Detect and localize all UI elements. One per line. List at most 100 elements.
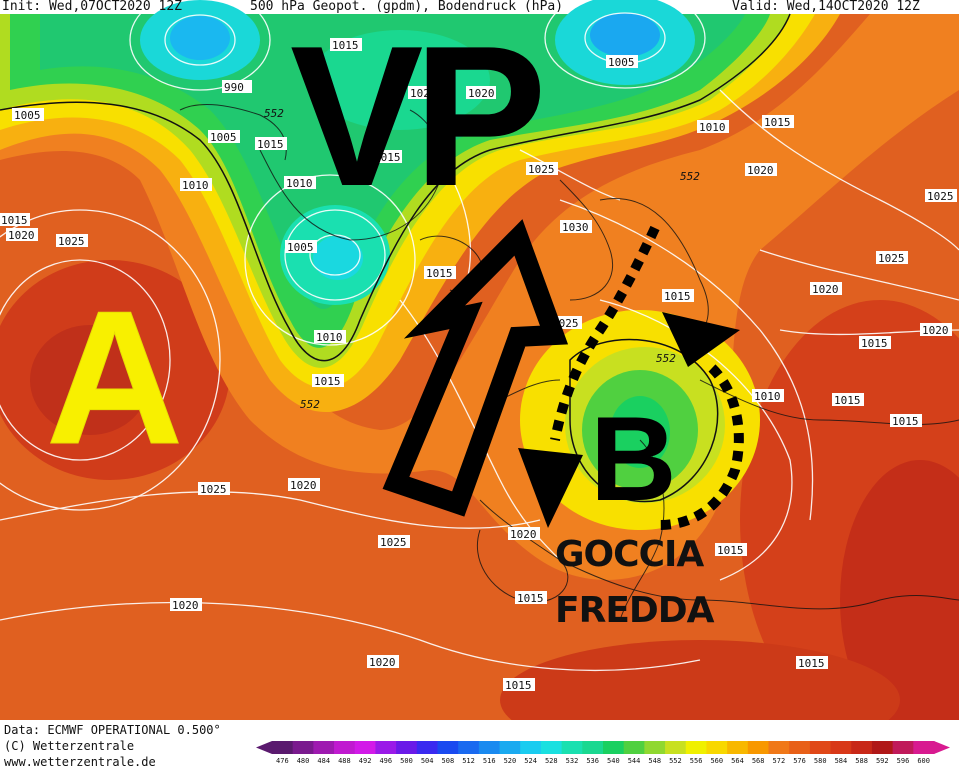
svg-text:1015: 1015 xyxy=(257,138,284,151)
isobar-label: 1025 xyxy=(378,535,410,549)
scale-label: 532 xyxy=(566,757,579,765)
isobar-label: 552 xyxy=(300,398,320,411)
isobar-label: 1015 xyxy=(515,591,547,605)
isobar-label: 1005 xyxy=(285,240,317,254)
isobar-label: 1015 xyxy=(890,414,922,428)
isobar-label: 552 xyxy=(264,107,284,120)
scale-swatch xyxy=(665,741,687,754)
isobar-label: 1025 xyxy=(876,251,908,265)
scale-label: 540 xyxy=(607,757,620,765)
cutoff-green-core xyxy=(610,396,670,468)
isobar-label: 1015 xyxy=(796,656,828,670)
isobar-label: 1015 xyxy=(255,137,287,151)
scale-right-cap xyxy=(934,741,950,754)
scale-swatch xyxy=(396,741,418,754)
svg-text:1010: 1010 xyxy=(182,179,209,192)
scale-swatch xyxy=(623,741,645,754)
isobar-label: 1010 xyxy=(697,120,729,134)
fredda-label: FREDDA xyxy=(555,590,715,631)
isobar-label: 1015 xyxy=(312,374,344,388)
isobar-label-text: 990 xyxy=(224,81,244,94)
scale-label: 568 xyxy=(752,757,765,765)
scale-label: 596 xyxy=(897,757,910,765)
scale-swatch xyxy=(499,741,521,754)
svg-text:1020: 1020 xyxy=(8,229,35,242)
isobar-label: 1025 xyxy=(198,482,230,496)
scale-label: 480 xyxy=(297,757,310,765)
low-north-1-core xyxy=(170,16,230,60)
scale-label: 572 xyxy=(773,757,786,765)
svg-text:1015: 1015 xyxy=(332,39,359,52)
svg-text:552: 552 xyxy=(264,107,284,120)
arrowhead-south xyxy=(518,448,583,528)
scale-label: 528 xyxy=(545,757,558,765)
scale-swatch xyxy=(913,741,935,754)
scale-swatch xyxy=(354,741,376,754)
scale-swatch xyxy=(582,741,604,754)
scale-swatch xyxy=(478,741,501,754)
svg-text:1010: 1010 xyxy=(699,121,726,134)
isobar-label: 1020 xyxy=(6,228,38,242)
isobar-label: 1025 xyxy=(526,162,558,176)
scale-swatch xyxy=(292,741,314,754)
svg-text:1020: 1020 xyxy=(290,479,317,492)
svg-text:1025: 1025 xyxy=(878,252,905,265)
valid-label: Valid: Wed,14OCT2020 12Z xyxy=(732,0,920,14)
isobar-label: 1020 xyxy=(810,282,842,296)
isobar-label: 1020 xyxy=(745,163,777,177)
svg-text:1020: 1020 xyxy=(410,87,437,100)
svg-text:1005: 1005 xyxy=(608,56,635,69)
scale-label: 516 xyxy=(483,757,496,765)
isobar-label: 1020 xyxy=(408,86,440,100)
website-link[interactable]: www.wetterzentrale.de xyxy=(4,755,156,769)
scale-swatch xyxy=(706,741,728,754)
isobar-label: 1020 xyxy=(920,323,952,337)
isobar-label: 1030 xyxy=(560,220,592,234)
scale-swatch xyxy=(272,741,294,754)
scale-label: 500 xyxy=(400,757,413,765)
isobar-label: 1010 xyxy=(314,330,346,344)
scale-label: 488 xyxy=(338,757,351,765)
isobar-label: 1005 xyxy=(208,130,240,144)
isobar-label: 1015 xyxy=(330,38,362,52)
isobar-label: 552 xyxy=(656,352,676,365)
low-north-2-core xyxy=(590,13,660,57)
scale-swatch xyxy=(520,741,542,754)
vp-annotation: VP xyxy=(290,5,540,228)
svg-text:1020: 1020 xyxy=(510,528,537,541)
svg-text:552: 552 xyxy=(680,170,700,183)
scale-label: 476 xyxy=(276,757,289,765)
svg-text:1015: 1015 xyxy=(505,679,532,692)
scale-label: 508 xyxy=(442,757,455,765)
scale-swatch xyxy=(603,741,625,754)
init-label: Init: Wed,07OCT2020 12Z xyxy=(2,0,183,14)
scale-label: 496 xyxy=(379,757,392,765)
scale-swatch xyxy=(747,741,769,754)
scale-swatch xyxy=(871,741,894,754)
svg-text:1020: 1020 xyxy=(369,656,396,669)
isobar-label: 1015 xyxy=(662,289,694,303)
scale-label: 564 xyxy=(731,757,744,765)
svg-text:1015: 1015 xyxy=(764,116,791,129)
scale-swatch xyxy=(540,741,563,754)
svg-text:1025: 1025 xyxy=(528,163,555,176)
scale-label: 520 xyxy=(504,757,517,765)
scale-swatch xyxy=(375,741,397,754)
svg-text:1020: 1020 xyxy=(747,164,774,177)
low-center-core xyxy=(313,236,363,280)
scale-label: 588 xyxy=(855,757,868,765)
isobar-label: 1015 xyxy=(859,336,891,350)
svg-text:1020: 1020 xyxy=(922,324,949,337)
scale-swatch xyxy=(789,741,811,754)
svg-text:552: 552 xyxy=(300,398,320,411)
scale-label: 580 xyxy=(814,757,827,765)
isobar-label: 1025 xyxy=(56,234,88,248)
arrowhead-east xyxy=(662,312,740,367)
warm-core-west-inner xyxy=(30,325,150,435)
isobar-labels: 990 1005 1005 1005 1010 1010 1010 1015 1… xyxy=(0,38,957,692)
geopot-552-line xyxy=(0,13,791,362)
isobar-label: 1025 xyxy=(925,189,957,203)
isobar-label: 1005 xyxy=(606,55,638,69)
svg-text:1015: 1015 xyxy=(314,375,341,388)
